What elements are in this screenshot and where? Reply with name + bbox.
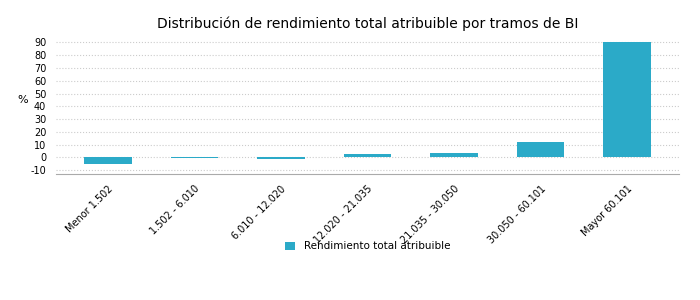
Legend: Rendimiento total atribuible: Rendimiento total atribuible: [285, 241, 450, 251]
Bar: [517, 142, 564, 158]
Bar: [344, 154, 391, 158]
Title: Distribución de rendimiento total atribuible por tramos de BI: Distribución de rendimiento total atribu…: [157, 16, 578, 31]
Bar: [258, 158, 304, 159]
Y-axis label: %: %: [17, 95, 27, 105]
Bar: [430, 153, 477, 158]
Bar: [84, 158, 132, 164]
Bar: [603, 42, 651, 158]
